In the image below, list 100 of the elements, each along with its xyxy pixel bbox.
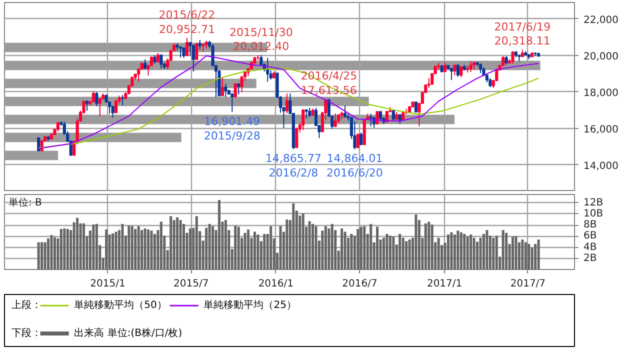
- bar: [392, 236, 395, 270]
- bar: [414, 214, 418, 270]
- candlestick: [360, 132, 363, 146]
- candlestick: [144, 58, 147, 70]
- bar: [256, 234, 260, 270]
- y-tick-label: 16,000: [584, 124, 618, 136]
- bar: [370, 224, 372, 270]
- bar: [76, 218, 79, 270]
- candlestick: [376, 110, 379, 124]
- bar: [234, 226, 237, 270]
- bar: [4, 150, 58, 160]
- bar: [524, 242, 527, 270]
- bar: [270, 226, 272, 270]
- legend-label: 単純移動平均（50）: [74, 299, 167, 312]
- bar: [466, 236, 469, 270]
- bar: [402, 238, 404, 270]
- y-tick-label: 10B: [584, 208, 604, 220]
- bar: [137, 226, 140, 270]
- candlestick: [460, 66, 463, 78]
- candlestick: [95, 92, 98, 107]
- bar: [470, 234, 472, 270]
- candlestick: [85, 100, 89, 112]
- bar: [63, 228, 66, 270]
- bar: [47, 238, 50, 270]
- y-tick-label: 12B: [584, 197, 604, 208]
- candlestick: [295, 127, 298, 148]
- y-tick-label: 18,000: [584, 88, 618, 99]
- bar: [82, 223, 86, 270]
- bar: [324, 226, 327, 270]
- x-tick-label: 2017/1: [426, 278, 462, 290]
- candlestick: [114, 99, 118, 114]
- bar: [128, 226, 130, 270]
- bar: [195, 216, 198, 270]
- candlestick: [511, 50, 514, 65]
- y-tick-label: 8B: [584, 220, 597, 231]
- bar: [344, 232, 346, 270]
- candlestick: [308, 107, 312, 118]
- annotation: 単位: B: [8, 196, 42, 208]
- legend-label: 出来高 単位:(B株/口/枚): [74, 327, 182, 339]
- bar: [537, 240, 540, 270]
- candlestick: [285, 93, 288, 114]
- candlestick: [160, 54, 163, 70]
- bar: [50, 235, 53, 270]
- bar: [224, 220, 227, 270]
- x-tick-label: 2016/1: [258, 278, 294, 290]
- candlestick: [369, 113, 372, 127]
- candlestick: [485, 72, 488, 83]
- bar: [356, 228, 360, 270]
- bar: [521, 240, 524, 270]
- bar: [153, 234, 156, 270]
- bar: [205, 228, 208, 270]
- bar: [130, 226, 134, 270]
- y-tick-label: 4B: [584, 242, 597, 253]
- legend-label: 単純移動平均（25）: [204, 299, 296, 312]
- bar: [172, 220, 176, 270]
- y-tick-label: 20,000: [584, 51, 618, 62]
- bar: [95, 224, 98, 270]
- bar: [328, 228, 330, 270]
- annotation: 14,864.01 2016/6/20: [326, 152, 383, 180]
- bar: [253, 232, 256, 270]
- bar: [176, 217, 179, 270]
- bar: [492, 238, 495, 270]
- y-tick-label: 6B: [584, 230, 597, 242]
- candlestick: [392, 110, 395, 122]
- candlestick: [98, 98, 102, 117]
- bar: [105, 230, 108, 270]
- bar: [37, 242, 40, 270]
- bar: [244, 232, 246, 270]
- bar: [386, 234, 388, 270]
- bar: [398, 234, 402, 270]
- bar: [263, 234, 266, 270]
- candlestick: [120, 94, 124, 106]
- y-tick-label: 22,000: [584, 14, 618, 26]
- bar: [92, 224, 95, 270]
- bar: [463, 234, 466, 270]
- candlestick: [224, 83, 228, 98]
- candlestick: [192, 44, 195, 72]
- bar: [134, 228, 137, 270]
- candlestick: [353, 120, 356, 150]
- candlestick: [178, 46, 182, 58]
- candlestick: [456, 64, 460, 78]
- bar: [476, 242, 479, 270]
- x-tick-label: 2017/7: [510, 278, 546, 290]
- bar: [114, 232, 118, 270]
- bar: [246, 230, 250, 270]
- candlestick: [195, 43, 198, 60]
- bar: [44, 242, 46, 270]
- candlestick: [414, 101, 418, 112]
- bar: [218, 200, 220, 270]
- candlestick: [469, 60, 472, 73]
- bar: [292, 203, 295, 270]
- annotation: 14,865.77 2016/2/8: [265, 152, 322, 180]
- candlestick: [266, 57, 270, 82]
- bar: [66, 228, 69, 270]
- bar: [482, 234, 485, 270]
- bar: [514, 236, 518, 270]
- bar: [388, 236, 392, 270]
- bar: [279, 226, 282, 270]
- candlestick: [334, 112, 337, 128]
- legend-title: 上段：: [12, 299, 42, 312]
